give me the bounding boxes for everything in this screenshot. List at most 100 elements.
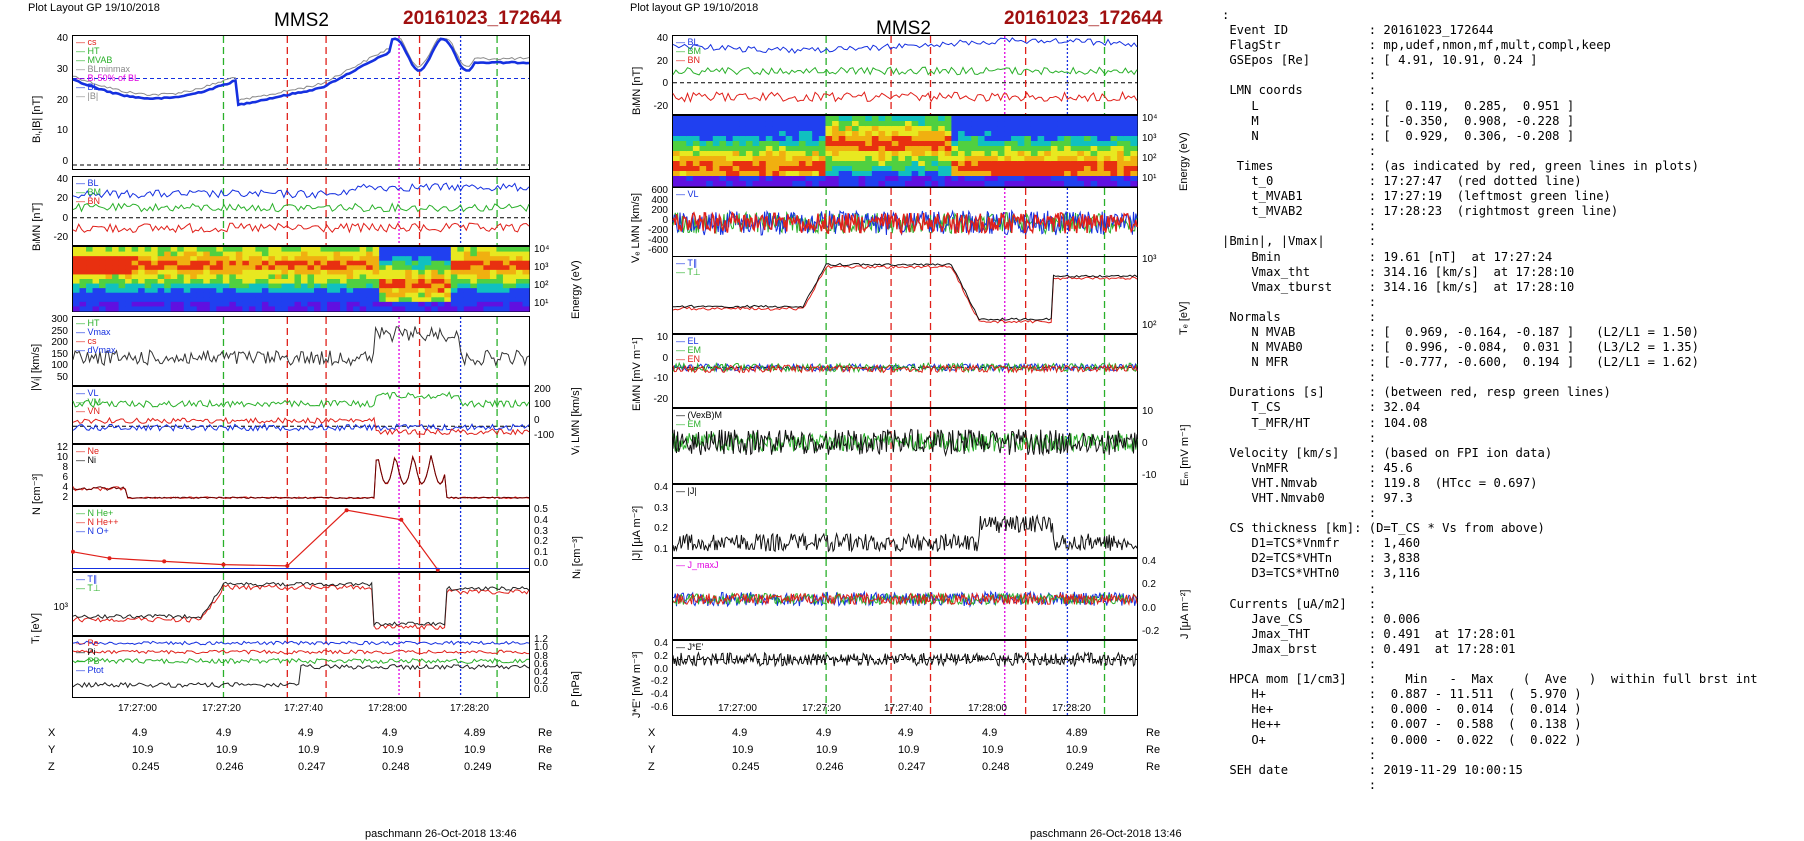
mid-panel-1-spectro-cell: [905, 131, 913, 137]
left-panel-2-spectro-cell: [235, 297, 243, 303]
left-panel-2-spectro-cell: [138, 256, 146, 262]
mid-panel-1-spectro-cell: [885, 141, 893, 147]
left-panel-8-ytick: 0.2: [534, 675, 548, 687]
mid-panel-1-spectro-cell: [726, 136, 734, 142]
left-panel-1-legend-item: — BL: [76, 178, 99, 188]
left-panel-2-spectro-cell: [190, 279, 198, 285]
left-coord-value: 0.248: [382, 761, 410, 773]
left-panel-2-spectro-cell: [431, 256, 439, 262]
left-panel-2-plot: [73, 247, 530, 312]
left-panel-2-spectro-cell: [216, 283, 224, 289]
mid-panel-1-spectro-cell: [1004, 146, 1012, 152]
left-panel-2-spectro-cell: [437, 269, 445, 275]
mid-panel-1-spectro-cell: [1083, 151, 1092, 157]
left-panel-2-spectro-cell: [118, 306, 126, 312]
mid-panel-1-spectro-cell: [1123, 166, 1131, 172]
left-panel-2-spectro-cell: [92, 306, 100, 312]
left-panel-2-spectro-cell: [359, 301, 367, 307]
left-panel-2-spectro-cell: [385, 279, 393, 285]
mid-panel-1-spectro-cell: [679, 126, 687, 132]
left-panel-2-spectro-cell: [353, 269, 361, 275]
left-panel-2-spectro-cell: [216, 279, 224, 285]
mid-panel-1-spectro-cell: [785, 116, 793, 122]
left-panel-2-spectro-cell: [99, 274, 107, 280]
left-panel-2-spectro-cell: [255, 269, 263, 275]
left-panel-2-spectro-cell: [144, 297, 152, 303]
mid-panel-1-ytick: 10³: [1142, 133, 1157, 144]
left-layout-label: Plot Layout GP 19/10/2018: [28, 2, 160, 14]
mid-panel-1-spectro-cell: [1103, 126, 1111, 132]
left-panel-2-spectro-cell: [522, 301, 530, 307]
mid-panel-1-spectro-cell: [898, 116, 906, 122]
left-panel-3-legend-item: — cs: [76, 336, 97, 346]
left-panel-2-spectro-cell: [398, 265, 406, 271]
left-panel-2-spectro-cell: [79, 292, 87, 298]
left-panel-2-spectro-cell: [118, 301, 126, 307]
mid-panel-5-ytick: 10: [1142, 406, 1154, 417]
left-panel-2-spectro-cell: [242, 301, 250, 307]
left-panel-1-ytick: 40: [56, 174, 68, 185]
mid-panel-1-spectro-cell: [938, 146, 946, 152]
mid-panel-4-ytick: -20: [653, 394, 668, 405]
left-panel-2-spectro-cell: [457, 301, 465, 307]
left-panel-2-spectro-cell: [73, 283, 81, 289]
left-panel-2-spectro-cell: [164, 283, 172, 289]
left-panel-2-spectro-cell: [203, 251, 211, 257]
mid-panel-1-spectro-cell: [885, 136, 893, 142]
mid-panel-0-ytick: -20: [653, 101, 668, 112]
left-panel-2-spectro-cell: [294, 297, 302, 303]
left-panel-2-spectro-cell: [301, 247, 309, 253]
mid-panel-1-spectro-cell: [1077, 146, 1085, 152]
mid-coord-value: 4.9: [732, 727, 748, 739]
mid-panel-1-spectro-cell: [845, 131, 853, 137]
left-panel-2-spectro-cell: [105, 274, 113, 280]
left-panel-2-spectro-cell: [411, 288, 419, 294]
mid-panel-1-spectro-cell: [1130, 131, 1138, 137]
left-panel-2-spectro-cell: [183, 260, 191, 266]
left-panel-2-spectro-cell: [372, 292, 380, 298]
left-panel-2-spectro-cell: [255, 265, 263, 271]
left-panel-2-spectro-cell: [105, 260, 113, 266]
mid-panel-1-spectro-cell: [1024, 151, 1032, 157]
left-panel-2-spectro-cell: [515, 279, 523, 285]
left-panel-2-spectro-cell: [287, 260, 295, 266]
left-panel-6-ylabel: Nᵢ [cm⁻³]: [571, 536, 583, 579]
mid-panel-1-spectro-cell: [792, 156, 800, 162]
left-panel-2-spectro-cell: [216, 292, 224, 298]
left-panel-2-spectro-cell: [450, 269, 458, 275]
mid-panel-1-spectro-cell: [845, 151, 853, 157]
left-panel-2-spectro-cell: [340, 297, 348, 303]
left-panel-2-spectro-cell: [287, 283, 295, 289]
mid-panel-1-spectro-cell: [732, 136, 740, 142]
left-panel-2-spectro-cell: [522, 269, 530, 275]
mid-panel-1-spectro-cell: [692, 121, 701, 127]
left-panel-2-spectro-cell: [190, 247, 198, 253]
left-panel-2-spectro-cell: [522, 247, 530, 253]
left-panel-1-bn-trace: [72, 222, 530, 234]
mid-panel-1-spectro-cell: [798, 126, 807, 132]
mid-panel-1-spectro-cell: [1050, 166, 1058, 172]
left-panel-2-spectro-cell: [157, 279, 165, 285]
mid-panel-1-spectro-cell: [832, 136, 840, 142]
mid-panel-1-spectro-cell: [785, 181, 793, 187]
left-panel-2-spectro-cell: [203, 269, 211, 275]
left-panel-2-spectro-cell: [144, 251, 152, 257]
left-panel-2-spectro-cell: [333, 274, 341, 280]
left-panel-2-spectro-cell: [502, 260, 510, 266]
left-panel-2-spectro-cell: [287, 301, 295, 307]
mid-panel-1-spectro-cell: [1070, 116, 1078, 122]
left-panel-2-spectro-cell: [73, 247, 81, 253]
left-panel-2-spectro-cell: [151, 256, 159, 262]
mid-panel-1-spectro-cell: [818, 151, 826, 157]
left-panel-2-spectro-cell: [314, 297, 322, 303]
mid-panel-1-spectro-cell: [812, 151, 820, 157]
mid-panel-1-spectro-cell: [732, 156, 740, 162]
left-panel-2-spectro-cell: [301, 297, 309, 303]
left-panel-2-spectro-cell: [170, 279, 178, 285]
left-panel-6-ytick: 0.3: [534, 525, 548, 537]
mid-panel-1-spectro-cell: [825, 161, 833, 167]
left-panel-2-spectro-cell: [190, 306, 198, 312]
left-panel-2-spectro-cell: [105, 256, 113, 262]
left-panel-2-spectro-cell: [346, 283, 354, 289]
left-panel-2-spectro-cell: [470, 256, 478, 262]
